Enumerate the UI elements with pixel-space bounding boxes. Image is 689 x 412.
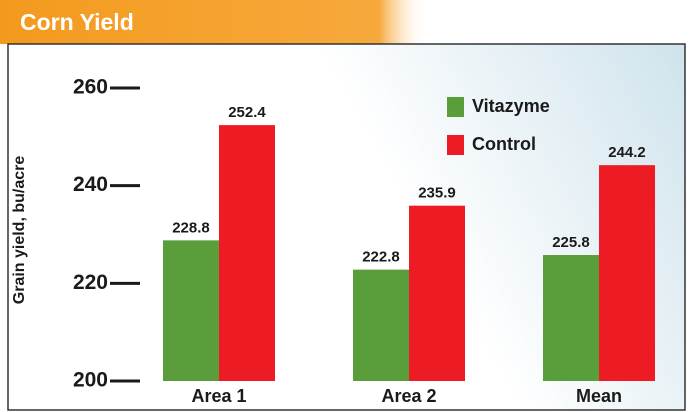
legend-swatch bbox=[447, 135, 464, 155]
value-label: 225.8 bbox=[552, 234, 590, 251]
value-label: 235.9 bbox=[418, 185, 456, 202]
y-tick-label: 200 bbox=[73, 369, 108, 392]
header-band bbox=[0, 0, 689, 44]
x-tick-label: Mean bbox=[576, 386, 622, 406]
legend-label: Vitazyme bbox=[472, 96, 550, 116]
legend-label: Control bbox=[472, 134, 536, 154]
bar bbox=[599, 165, 655, 381]
y-axis-label: Grain yield, bu/acre bbox=[11, 156, 28, 305]
y-tick-label: 260 bbox=[73, 76, 108, 99]
bar bbox=[219, 125, 275, 381]
bar bbox=[543, 255, 599, 381]
chart-title: Corn Yield bbox=[20, 9, 134, 35]
value-label: 252.4 bbox=[228, 104, 266, 121]
bar bbox=[163, 240, 219, 381]
y-tick-label: 220 bbox=[73, 271, 108, 294]
bar bbox=[409, 205, 465, 381]
value-label: 222.8 bbox=[362, 249, 400, 266]
value-label: 228.8 bbox=[172, 219, 210, 236]
x-tick-label: Area 2 bbox=[381, 386, 436, 406]
value-label: 244.2 bbox=[608, 144, 646, 161]
bar bbox=[353, 269, 409, 381]
y-tick-label: 240 bbox=[73, 173, 108, 196]
legend-swatch bbox=[447, 97, 464, 117]
x-tick-label: Area 1 bbox=[191, 386, 246, 406]
